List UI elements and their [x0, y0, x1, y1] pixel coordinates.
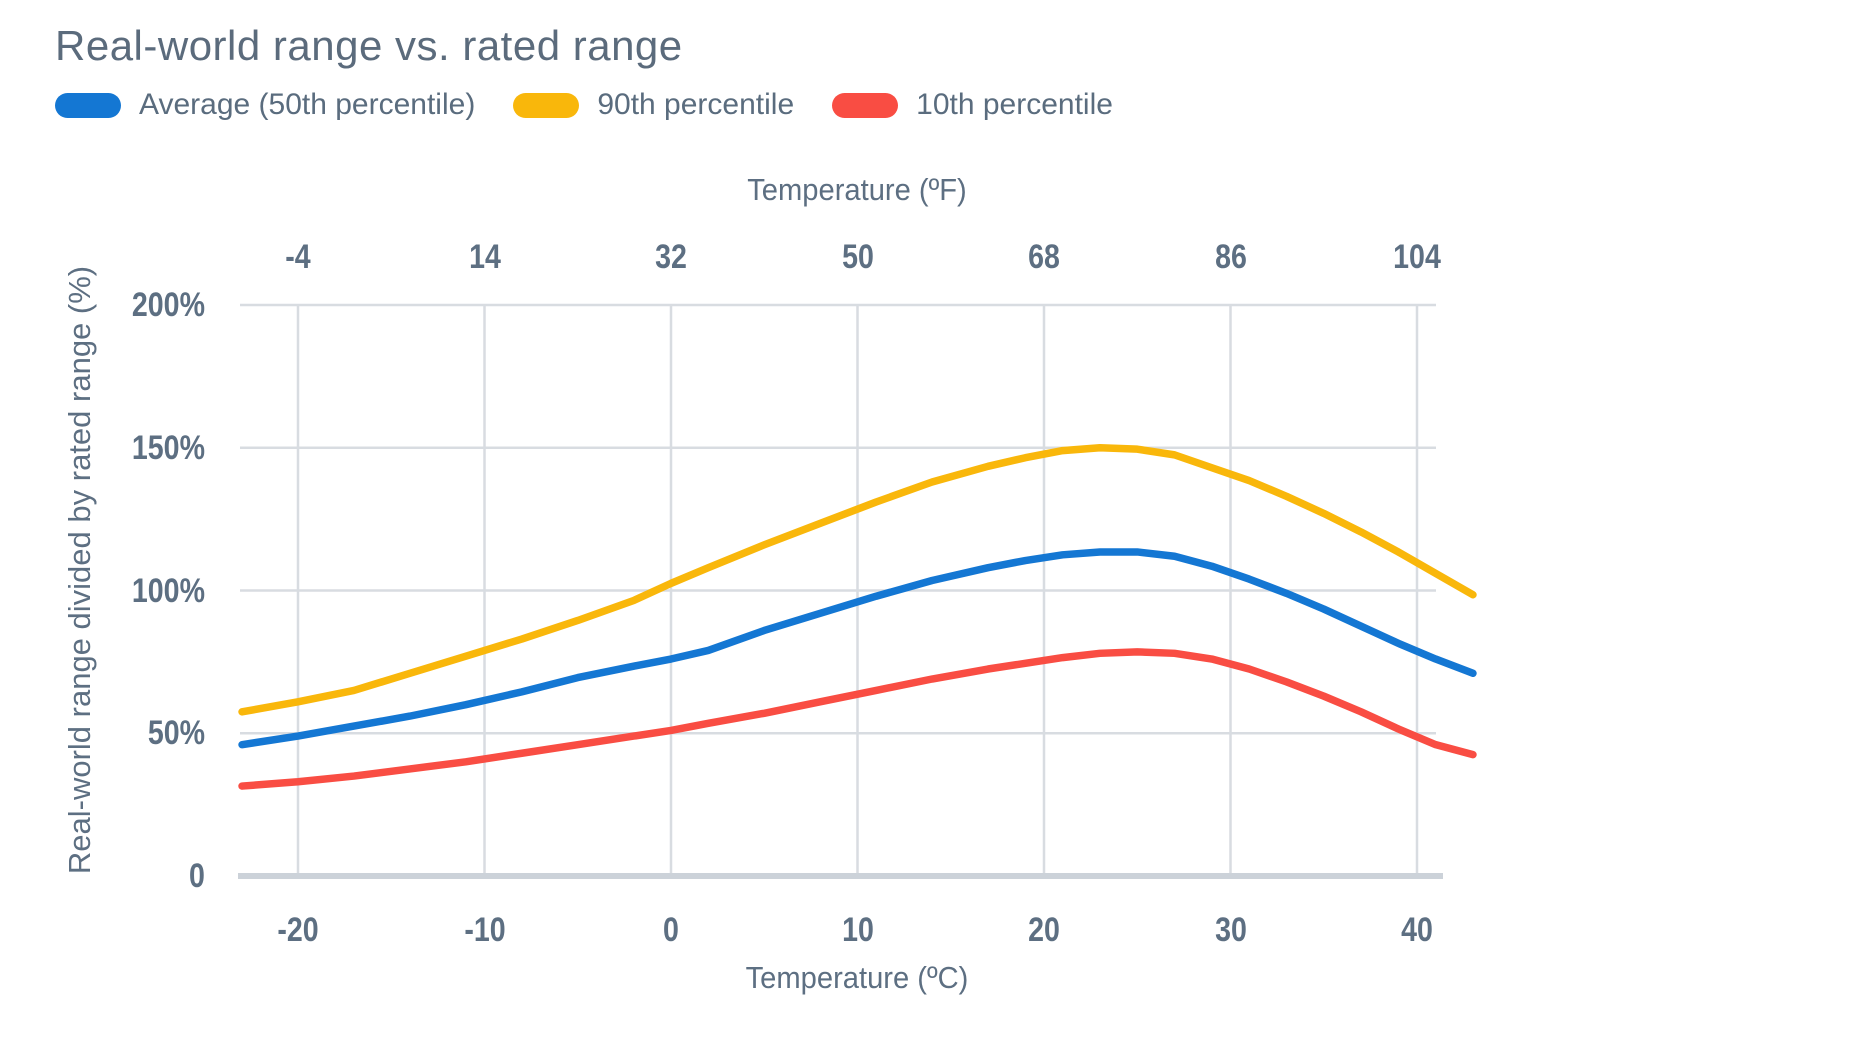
x-axis-top-tick-label: 104 — [1393, 238, 1441, 276]
legend-label-average: Average (50th percentile) — [139, 88, 476, 121]
x-axis-bottom-tick-label: 20 — [1028, 911, 1060, 949]
x-axis-bottom-tick-label: -10 — [463, 911, 506, 949]
legend-label-10th: 10th percentile — [916, 88, 1113, 121]
x-axis-top-tick-label: 32 — [655, 238, 687, 276]
x-axis-bottom-tick-label: 30 — [1214, 911, 1247, 949]
series-line-10th-percentile — [238, 648, 1477, 790]
x-axis-top-tick-label: 86 — [1214, 238, 1247, 276]
legend-item-average: Average (50th percentile) — [55, 88, 475, 122]
x-axis-top-tick-label: 50 — [841, 238, 874, 276]
series-line-90th-percentile — [238, 444, 1477, 716]
legend-item-90th: 90th percentile — [513, 88, 794, 122]
series-line-average-50th-percentile- — [238, 548, 1477, 749]
legend-label-90th: 90th percentile — [597, 88, 795, 121]
x-axis-top-tick-label: 68 — [1028, 238, 1060, 276]
legend-swatch-10th-icon — [832, 92, 899, 118]
legend-item-10th: 10th percentile — [832, 88, 1113, 122]
y-axis-tick-label: 50% — [147, 714, 205, 753]
y-axis-tick-label: 0 — [189, 857, 205, 895]
y-axis-tick-label: 200% — [131, 286, 205, 324]
x-axis-bottom-tick-label: 40 — [1401, 911, 1433, 949]
legend: Average (50th percentile) 90th percentil… — [55, 88, 1113, 122]
legend-swatch-average-icon — [55, 92, 121, 118]
x-axis-bottom-tick-label: 0 — [663, 911, 679, 949]
x-axis-top-tick-label: 14 — [468, 238, 501, 276]
x-axis-bottom-title: Temperature (ºC) — [745, 960, 969, 995]
x-axis-bottom-tick-label: 10 — [841, 911, 874, 949]
x-axis-top-title: Temperature (ºF) — [747, 172, 967, 207]
x-axis-top-tick-label: -4 — [285, 238, 311, 276]
chart-title: Real-world range vs. rated range — [55, 22, 683, 69]
y-axis-tick-label: 150% — [131, 428, 205, 467]
y-axis-tick-label: 100% — [131, 571, 205, 610]
x-axis-bottom-tick-label: -20 — [277, 911, 319, 949]
legend-swatch-90th-icon — [513, 92, 580, 118]
